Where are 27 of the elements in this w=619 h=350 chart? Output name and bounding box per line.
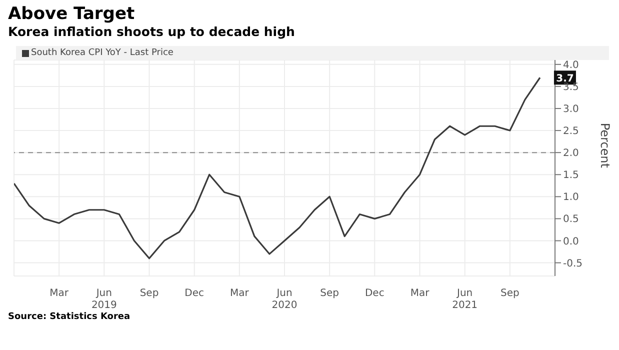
x-tick-label: Mar [230,288,250,299]
source-note: Source: Statistics Korea [8,312,132,322]
x-tick-label: Dec [184,288,204,299]
y-axis-title: Percent [598,122,612,168]
y-tick-label: 3.5 [563,82,579,93]
x-tick-label: Sep [320,288,340,299]
y-tick-label: 1.5 [563,170,579,182]
x-tick-label: Mar [50,288,70,299]
y-tick-label: 0.5 [563,214,579,226]
x-tick-label: Dec [364,288,384,299]
y-tick-label: 2.5 [563,126,579,138]
y-tick-label: 3.0 [563,104,579,116]
y-tick-label: 2.0 [563,148,579,160]
x-tick-label: Mar [410,288,430,299]
y-tick-label: 0.0 [563,236,579,248]
chart-title: Above Target [8,4,136,24]
legend-label: South Korea CPI YoY - Last Price [30,48,174,58]
x-tick-label: Jun 2021 [452,288,478,311]
y-tick-label: 4.0 [563,60,579,71]
y-tick-label: -0.5 [563,258,583,270]
line-series [14,76,541,260]
x-tick-label: Jun 2020 [272,288,298,311]
x-tick-label: Sep [500,288,520,299]
y-tick-label: 1.0 [563,192,579,204]
x-tick-label: Sep [140,288,159,299]
x-tick-label: Jun 2019 [91,288,117,311]
chart-subtitle: Korea inflation shoots up to decade high [8,24,296,40]
